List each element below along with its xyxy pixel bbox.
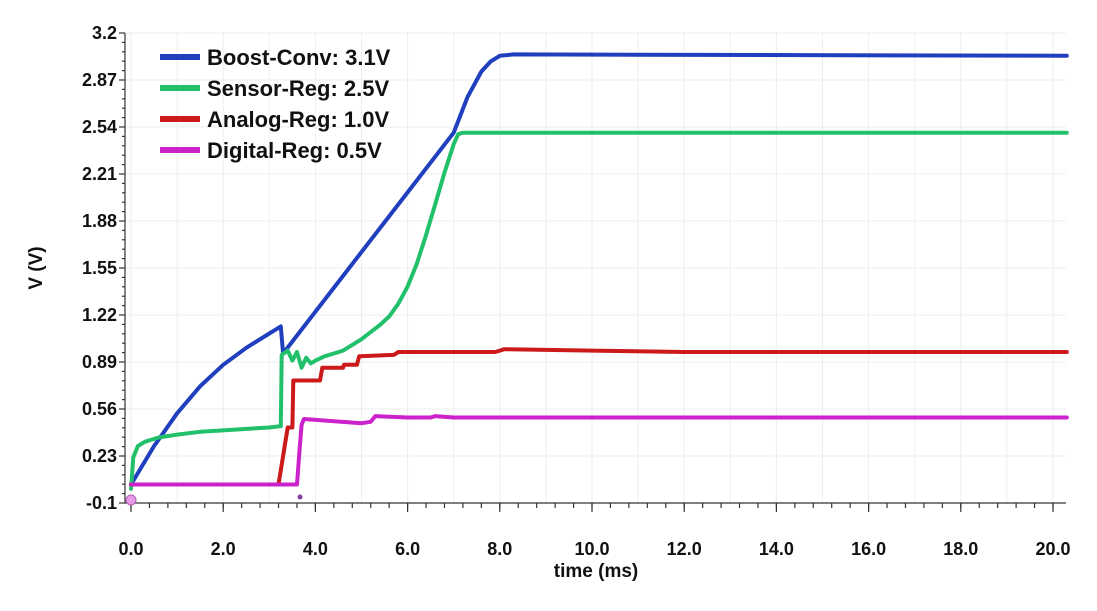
y-axis-title: V (V)	[26, 246, 47, 289]
y-tick-label: -0.1	[86, 493, 117, 513]
legend-label: Boost-Conv: 3.1V	[207, 45, 391, 70]
legend-label: Analog-Reg: 1.0V	[207, 107, 389, 132]
series-line-1	[129, 52, 1069, 487]
y-tick-label: 0.23	[82, 446, 117, 466]
x-tick-label: 20.0	[1035, 539, 1070, 559]
x-tick-label: 18.0	[943, 539, 978, 559]
x-tick-label: 12.0	[667, 539, 702, 559]
series-lines	[129, 52, 1069, 491]
x-tick-label: 8.0	[487, 539, 512, 559]
cursor-marker-secondary[interactable]	[297, 494, 303, 500]
y-tick-label: 3.2	[92, 23, 117, 43]
y-tick-label: 2.54	[82, 117, 117, 137]
y-tick-label: 0.56	[82, 399, 117, 419]
y-tick-labels: -0.1 0.23 0.56 0.89 1.22 1.55 1.88 2.21 2.54 2.87…	[82, 23, 125, 513]
x-tick-label: 0.0	[118, 539, 143, 559]
x-tick-label: 2.0	[211, 539, 236, 559]
series-line-4	[129, 414, 1069, 487]
y-tick-label: 1.55	[82, 258, 117, 278]
legend: Boost-Conv: 3.1V Sensor-Reg: 2.5V Analog-R…	[160, 45, 391, 163]
y-tick-label: 1.22	[82, 305, 117, 325]
series-line-3	[129, 347, 1069, 487]
x-axis-title: time (ms)	[554, 561, 638, 582]
cursor-marker-origin[interactable]	[125, 494, 137, 506]
y-tick-label: 2.87	[82, 70, 117, 90]
legend-label: Sensor-Reg: 2.5V	[207, 76, 389, 101]
series-line-2	[129, 130, 1069, 491]
y-tick-label: 0.89	[82, 352, 117, 372]
legend-label: Digital-Reg: 0.5V	[207, 138, 382, 163]
x-tick-labels: 0.0 2.0 4.0 6.0 8.0 10.0 12.0 14.0 16.0 18.0 20.0	[118, 503, 1071, 559]
grid-lines	[125, 32, 1066, 504]
x-tick-label: 10.0	[574, 539, 609, 559]
x-tick-label: 16.0	[851, 539, 886, 559]
x-tick-label: 14.0	[759, 539, 794, 559]
x-tick-label: 4.0	[303, 539, 328, 559]
y-tick-label: 1.88	[82, 211, 117, 231]
y-tick-label: 2.21	[82, 164, 117, 184]
x-tick-label: 6.0	[395, 539, 420, 559]
